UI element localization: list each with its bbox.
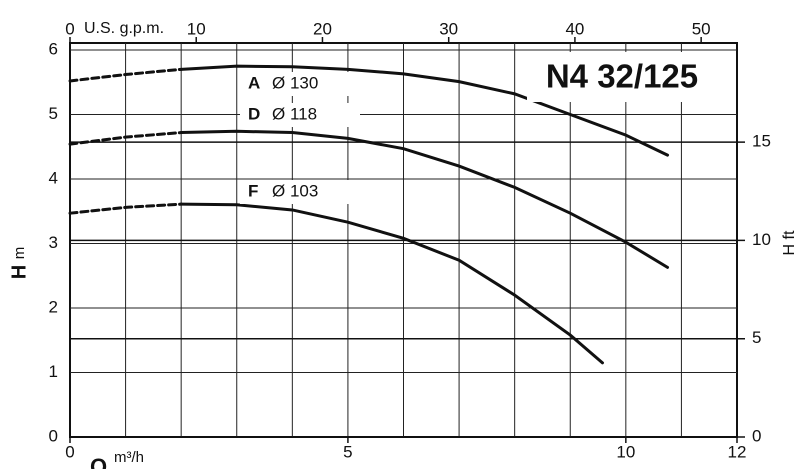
y-tick-label: 3 [49, 233, 58, 252]
title-box [527, 52, 720, 102]
x2-tick-label: 40 [565, 19, 584, 38]
x-tick-label: 5 [343, 442, 352, 461]
y2-axis-label: H ft [781, 230, 798, 255]
y-axis-label: H [8, 265, 30, 279]
y-axis-unit: m [11, 247, 28, 260]
y2-tick-label: 5 [752, 328, 761, 347]
curve-name: D [248, 104, 260, 123]
y-tick-label: 4 [49, 168, 58, 187]
curve [179, 64, 670, 157]
curve-dashed [68, 131, 183, 146]
x2-tick-label: 30 [439, 19, 458, 38]
curve-label-box [240, 72, 360, 96]
curve-dashed [68, 202, 183, 215]
x-tick-label: 12 [728, 442, 747, 461]
y-tick-label: 1 [49, 362, 58, 381]
curve-diameter: Ø 118 [272, 104, 317, 123]
y-tick-label: 5 [49, 104, 58, 123]
curve-label-box [240, 180, 360, 204]
chart-title: N4 32/125 [546, 58, 698, 95]
curve [179, 202, 604, 365]
x2-axis-label: U.S. g.p.m. [84, 20, 164, 37]
curve [179, 129, 670, 269]
y-tick-label: 2 [49, 297, 58, 316]
x-tick-label: 0 [65, 442, 74, 461]
x-tick-label: 10 [616, 442, 635, 461]
curve-diameter: Ø 103 [272, 181, 318, 200]
y-tick-label: 0 [49, 426, 58, 445]
curve-name: A [248, 73, 260, 92]
x2-tick-label: 10 [187, 19, 206, 38]
x2-tick-label: 0 [65, 19, 74, 38]
y2-tick-label: 10 [752, 230, 771, 249]
y2-tick-label: 15 [752, 132, 771, 151]
x-axis-unit: m³/h [114, 449, 144, 466]
curve-diameter: Ø 130 [272, 73, 318, 92]
curve-name: F [248, 181, 258, 200]
x-axis-label: Q [90, 454, 107, 469]
x2-tick-label: 20 [313, 19, 332, 38]
y-tick-label: 6 [49, 39, 58, 58]
curve-label-box [240, 103, 360, 127]
curve-dashed [68, 67, 183, 83]
x2-tick-label: 50 [692, 19, 711, 38]
y2-tick-label: 0 [752, 426, 761, 445]
